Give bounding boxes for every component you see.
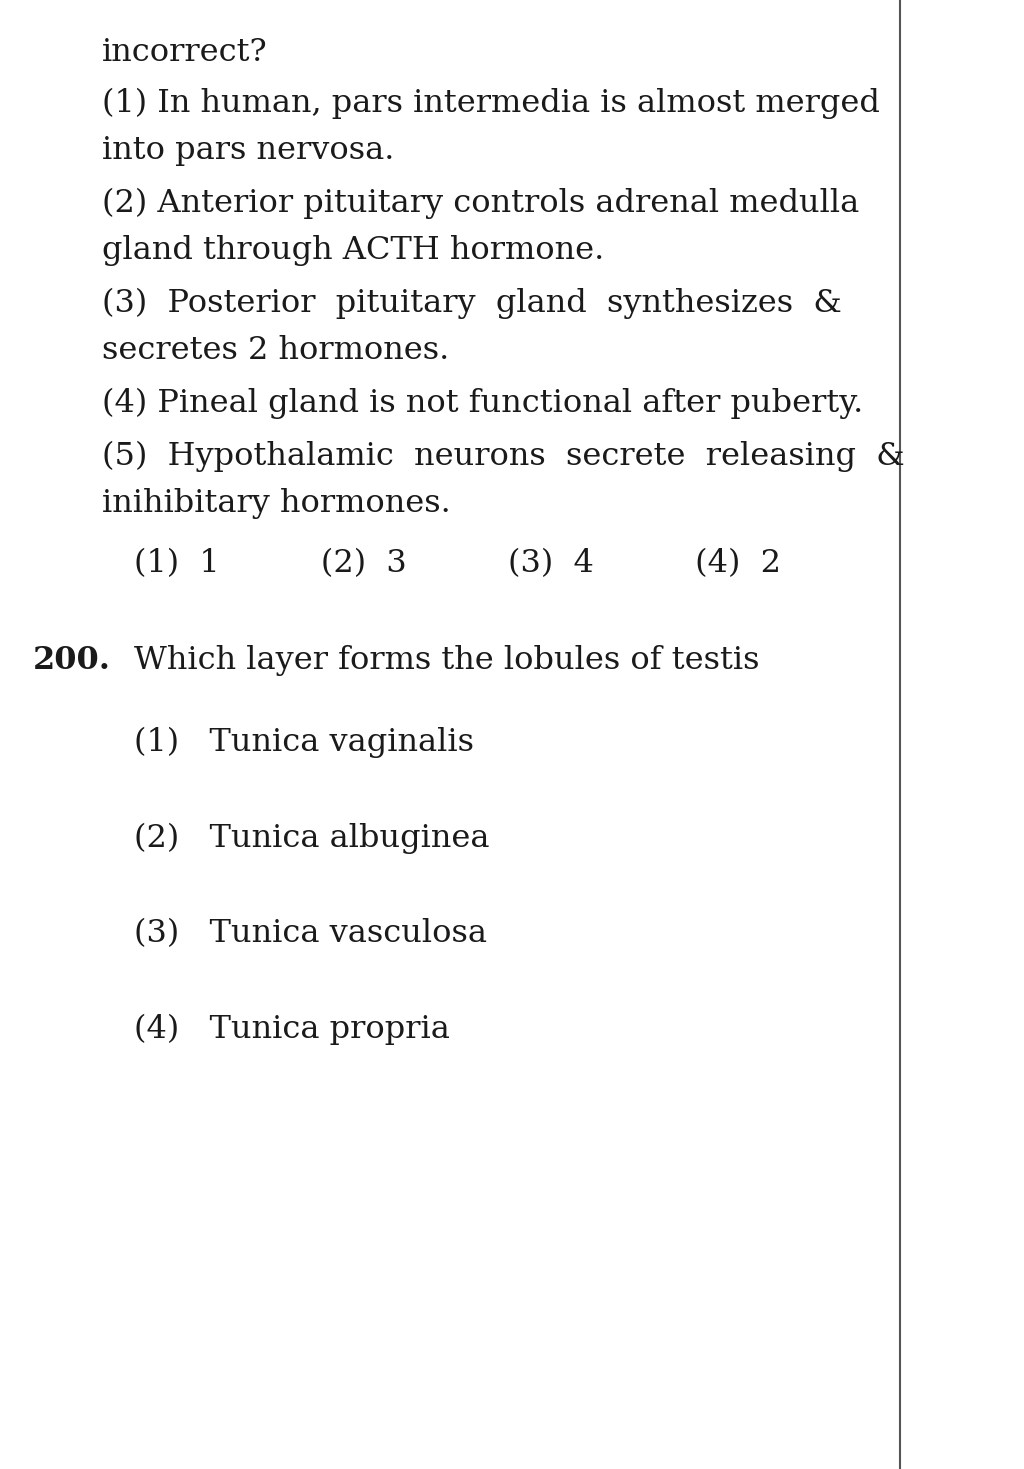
Text: (1)  1          (2)  3          (3)  4          (4)  2: (1) 1 (2) 3 (3) 4 (4) 2	[134, 548, 781, 579]
Text: gland through ACTH hormone.: gland through ACTH hormone.	[102, 235, 604, 266]
Text: (4)   Tunica propria: (4) Tunica propria	[134, 1014, 451, 1044]
Text: Which layer forms the lobules of testis: Which layer forms the lobules of testis	[134, 645, 760, 676]
Text: (2)   Tunica albuginea: (2) Tunica albuginea	[134, 823, 490, 853]
Text: (3)   Tunica vasculosa: (3) Tunica vasculosa	[134, 918, 487, 949]
Text: (4) Pineal gland is not functional after puberty.: (4) Pineal gland is not functional after…	[102, 388, 863, 419]
Text: (3)  Posterior  pituitary  gland  synthesizes  &: (3) Posterior pituitary gland synthesize…	[102, 288, 842, 319]
Text: incorrect?: incorrect?	[102, 37, 267, 68]
Text: (1)   Tunica vaginalis: (1) Tunica vaginalis	[134, 727, 474, 758]
Text: (1) In human, pars intermedia is almost merged: (1) In human, pars intermedia is almost …	[102, 88, 880, 119]
Text: 200.: 200.	[33, 645, 111, 676]
Text: into pars nervosa.: into pars nervosa.	[102, 135, 394, 166]
Text: inihibitary hormones.: inihibitary hormones.	[102, 488, 451, 519]
Text: (2) Anterior pituitary controls adrenal medulla: (2) Anterior pituitary controls adrenal …	[102, 188, 859, 219]
Text: (5)  Hypothalamic  neurons  secrete  releasing  &: (5) Hypothalamic neurons secrete releasi…	[102, 441, 905, 472]
Text: secretes 2 hormones.: secretes 2 hormones.	[102, 335, 450, 366]
